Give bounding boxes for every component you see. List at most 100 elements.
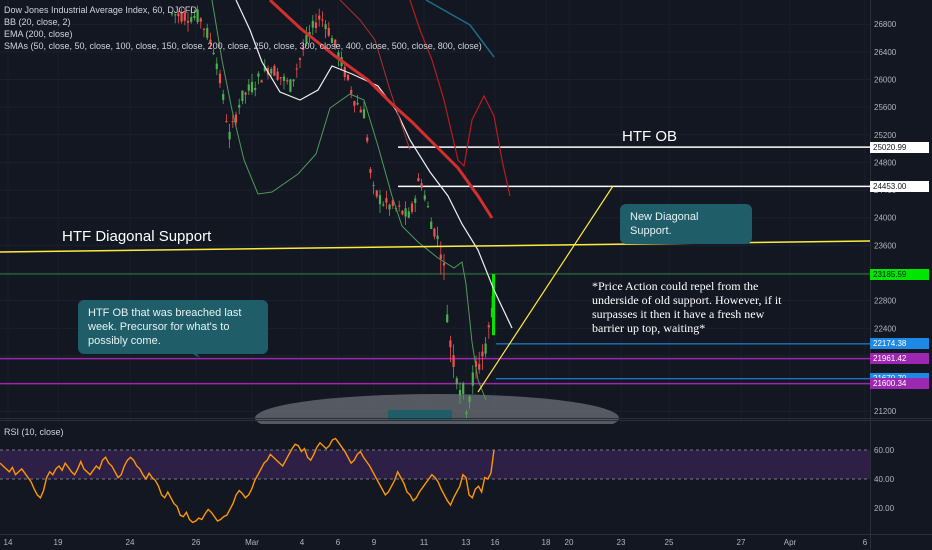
rsi-pane: [0, 437, 870, 524]
candle-body: [471, 372, 474, 386]
candle-body: [292, 79, 295, 82]
ema-200-line: [268, 0, 494, 219]
candle-body: [446, 314, 449, 323]
candle-body: [478, 364, 481, 370]
time-tick-label: 11: [420, 538, 429, 547]
price-tick-label: 26800: [874, 20, 897, 29]
candle-body: [206, 28, 209, 38]
rsi-tick-label: 40.00: [874, 475, 895, 484]
time-tick-label: 14: [4, 538, 13, 547]
candle-body: [202, 28, 206, 30]
candle-body: [225, 121, 228, 123]
price-tag: 23185.59: [870, 268, 929, 280]
candle-body: [314, 22, 318, 28]
candle-body: [356, 102, 359, 105]
time-tick-label: 9: [372, 538, 377, 547]
new-diagonal-support-line[interactable]: [477, 185, 614, 393]
candle-body: [289, 79, 292, 92]
price-tag: 21600.34: [870, 378, 929, 390]
candle-body: [305, 34, 308, 43]
candle-body: [234, 114, 238, 123]
candle-body: [247, 84, 250, 91]
time-tick-label: 18: [542, 538, 551, 547]
legend-title: Dow Jones Industrial Average Index, 60, …: [4, 5, 197, 15]
legend-rsi: RSI (10, close): [4, 427, 64, 437]
price-tick-label: 23600: [874, 241, 897, 250]
candlesticks: [170, 5, 495, 420]
price-tick-label: 24000: [874, 214, 897, 223]
candle-body: [228, 131, 231, 140]
price-tick-label: 25600: [874, 103, 897, 112]
price-tick-label: 22800: [874, 297, 897, 306]
candle-body: [215, 63, 218, 70]
candle-body: [484, 343, 487, 354]
candle-body: [426, 206, 430, 208]
candle-body: [321, 19, 324, 21]
price-axis[interactable]: 2680026400260002560025200248002440024000…: [874, 20, 897, 513]
candle-body: [186, 20, 190, 23]
candle-body: [308, 32, 311, 36]
candle-body: [244, 92, 247, 95]
sma-teal-line: [425, 0, 495, 58]
last-candle-body: [492, 274, 495, 336]
candle-body: [273, 65, 276, 76]
time-tick-label: 4: [300, 538, 305, 547]
candle-body: [212, 52, 215, 55]
candle-body: [327, 27, 330, 36]
candle-body: [359, 109, 362, 113]
price-tick-label: 21200: [874, 407, 897, 416]
candle-body: [231, 121, 234, 123]
candle-body: [417, 178, 420, 182]
candle-body: [180, 12, 183, 22]
candle-body: [407, 211, 410, 218]
time-axis[interactable]: 14 19 24 26 Mar 4 6 9 11 13 16 18 20 23 25 27 Apr 6: [4, 538, 868, 547]
candle-body: [279, 77, 282, 79]
candle-body: [174, 14, 177, 16]
candle-body: [430, 221, 433, 229]
candle-body: [257, 73, 260, 77]
candle-body: [382, 204, 385, 206]
callout-breached-ob[interactable]: HTF OB that was breached last week. Prec…: [78, 300, 268, 354]
time-tick-label: 19: [54, 538, 63, 547]
candle-body: [199, 18, 202, 22]
time-tick-label: 26: [192, 538, 201, 547]
candle-body: [260, 80, 263, 83]
time-tick-label: 16: [491, 538, 500, 547]
time-tick-label: 6: [863, 538, 868, 547]
candle-body: [218, 73, 222, 84]
candle-body: [442, 262, 446, 266]
candle-body: [196, 9, 199, 23]
hidden-callout-tab: [388, 410, 452, 420]
candle-body: [366, 137, 369, 142]
time-tick-label: 6: [336, 538, 341, 547]
candle-body: [263, 66, 266, 72]
time-tick-label: Mar: [245, 538, 259, 547]
candle-body: [311, 20, 314, 28]
candle-body: [388, 204, 391, 210]
candle-body: [487, 325, 490, 328]
time-tick-label: 24: [126, 538, 135, 547]
candle-body: [334, 39, 337, 47]
candle-body: [343, 66, 346, 77]
price-tick-label: 26000: [874, 75, 897, 84]
candle-body: [481, 351, 484, 357]
sma-white-line: [235, 0, 513, 329]
rsi-tick-label: 20.00: [874, 504, 895, 513]
candle-body: [385, 198, 388, 203]
legend-bb: BB (20, close, 2): [4, 17, 71, 27]
candle-body: [436, 235, 439, 240]
candle-body: [298, 58, 302, 60]
candle-body: [238, 104, 241, 108]
candle-body: [170, 13, 174, 15]
candle-body: [250, 81, 254, 93]
candle-body: [193, 15, 196, 18]
candle-body: [378, 195, 382, 205]
candle-body: [346, 74, 350, 80]
callout-new-diagonal[interactable]: New Diagonal Support.: [620, 204, 752, 244]
time-tick-label: 25: [665, 538, 674, 547]
candle-body: [337, 52, 340, 60]
candle-body: [404, 208, 407, 217]
candle-body: [270, 69, 273, 74]
